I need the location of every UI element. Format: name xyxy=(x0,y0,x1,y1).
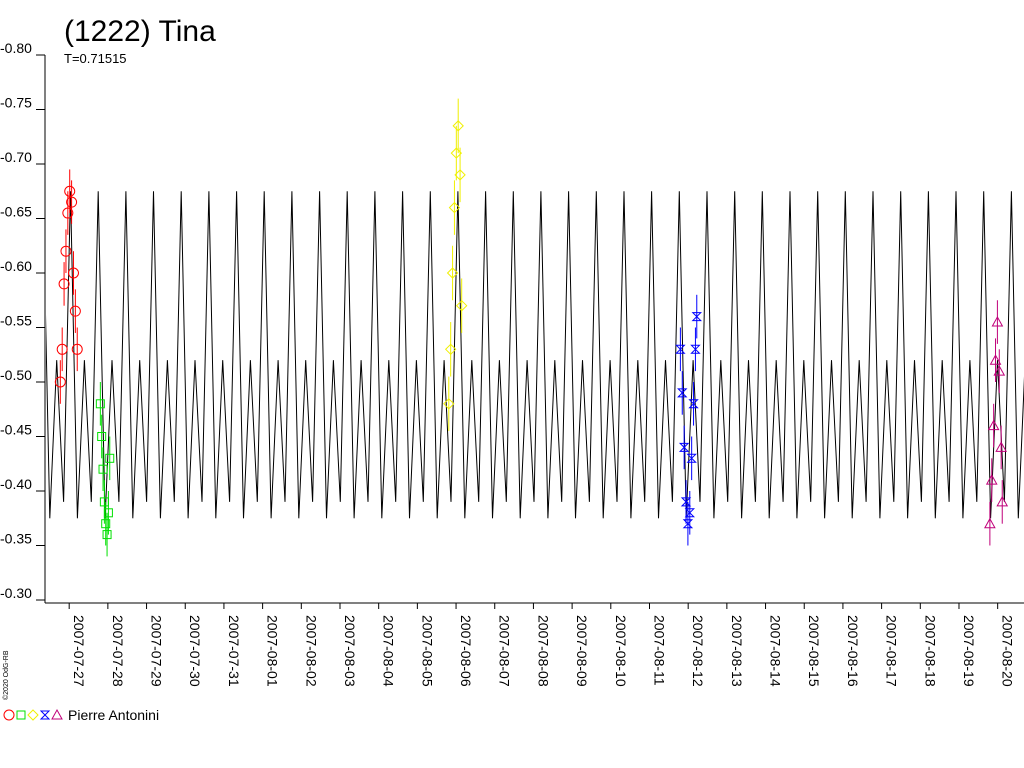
x-tick-label: 2007-07-29 xyxy=(149,615,165,687)
x-tick-label: 2007-08-15 xyxy=(806,615,822,687)
data-point xyxy=(993,365,1006,376)
y-tick-label: -0.30 xyxy=(0,585,32,601)
x-tick-label: 2007-08-16 xyxy=(845,615,861,687)
x-tick-label: 2007-08-04 xyxy=(381,615,397,687)
x-tick-label: 2007-08-09 xyxy=(574,615,590,687)
x-tick-label: 2007-08-03 xyxy=(342,615,358,687)
credit: ©2020 OdG-RB xyxy=(2,650,10,700)
plot-area xyxy=(46,98,1024,557)
x-tick-label: 2007-07-30 xyxy=(187,615,203,687)
data-point xyxy=(686,453,697,463)
data-point xyxy=(455,299,468,312)
data-point xyxy=(67,267,79,279)
data-point xyxy=(101,519,111,529)
x-tick-label: 2007-08-12 xyxy=(690,615,706,687)
x-tick-label: 2007-08-10 xyxy=(613,615,629,687)
data-point xyxy=(64,185,76,197)
x-tick-label: 2007-08-01 xyxy=(265,615,281,687)
data-point xyxy=(444,343,457,356)
x-tick-label: 2007-08-14 xyxy=(768,615,784,687)
x-tick-label: 2007-08-07 xyxy=(497,615,513,687)
data-point xyxy=(987,419,1000,431)
data-point xyxy=(443,398,455,410)
y-tick-label: -0.80 xyxy=(0,40,32,56)
legend-marker xyxy=(16,710,26,720)
legend-marker xyxy=(39,710,51,720)
data-point xyxy=(675,344,686,354)
data-point xyxy=(62,207,74,219)
data-point xyxy=(680,497,692,507)
x-tick-label: 2007-08-08 xyxy=(535,615,551,687)
data-point xyxy=(682,519,694,529)
x-tick-label: 2007-08-20 xyxy=(1000,615,1016,687)
data-point xyxy=(56,343,68,355)
chart-subtitle: T=0.71515 xyxy=(64,51,127,66)
data-point xyxy=(996,495,1009,507)
data-point xyxy=(97,432,107,441)
data-point xyxy=(95,399,105,409)
y-tick-label: -0.50 xyxy=(0,367,32,383)
legend-marker xyxy=(27,709,39,721)
data-point xyxy=(454,169,466,181)
y-tick-label: -0.70 xyxy=(0,149,32,165)
data-point xyxy=(66,196,78,208)
y-tick-label: -0.60 xyxy=(0,258,32,274)
data-point xyxy=(105,453,115,463)
legend-marker xyxy=(3,709,15,721)
data-point xyxy=(690,344,701,354)
data-point xyxy=(54,376,66,388)
data-point xyxy=(69,305,81,317)
data-point xyxy=(71,343,83,355)
data-point xyxy=(103,508,113,518)
y-tick-label: -0.45 xyxy=(0,422,32,438)
data-point xyxy=(984,517,996,529)
y-tick-label: -0.35 xyxy=(0,531,32,547)
x-tick-label: 2007-08-02 xyxy=(303,615,319,687)
data-point xyxy=(677,388,688,398)
data-point xyxy=(678,442,690,452)
x-tick-label: 2007-08-19 xyxy=(961,615,977,687)
y-tick-label: -0.40 xyxy=(0,476,32,492)
data-point xyxy=(684,508,695,518)
x-tick-label: 2007-08-05 xyxy=(419,615,435,687)
data-point xyxy=(995,441,1008,452)
chart-title: (1222) Tina xyxy=(64,15,216,48)
data-point xyxy=(991,316,1004,327)
data-point xyxy=(98,464,108,474)
x-tick-label: 2007-08-17 xyxy=(884,615,900,687)
y-tick-label: -0.65 xyxy=(0,204,32,220)
x-tick-label: 2007-08-11 xyxy=(651,615,667,686)
data-point xyxy=(102,530,112,540)
legend-label: Pierre Antonini xyxy=(68,707,159,723)
data-point xyxy=(691,312,702,322)
x-tick-label: 2007-08-06 xyxy=(458,615,474,687)
data-point xyxy=(985,474,998,485)
data-point xyxy=(448,201,461,214)
x-tick-label: 2007-08-13 xyxy=(729,615,745,687)
model-curve xyxy=(46,191,1024,519)
data-point xyxy=(989,354,1002,365)
data-point xyxy=(58,278,70,290)
legend-marker xyxy=(51,708,63,720)
y-tick-label: -0.75 xyxy=(0,95,32,111)
data-point xyxy=(446,267,459,279)
data-point xyxy=(452,120,464,132)
data-point xyxy=(60,245,72,257)
y-tick-label: -0.55 xyxy=(0,313,32,329)
x-tick-label: 2007-07-27 xyxy=(71,615,87,687)
x-tick-label: 2007-07-28 xyxy=(110,615,126,687)
x-tick-label: 2007-07-31 xyxy=(226,615,242,687)
data-point xyxy=(688,399,699,409)
x-tick-label: 2007-08-18 xyxy=(922,615,938,687)
